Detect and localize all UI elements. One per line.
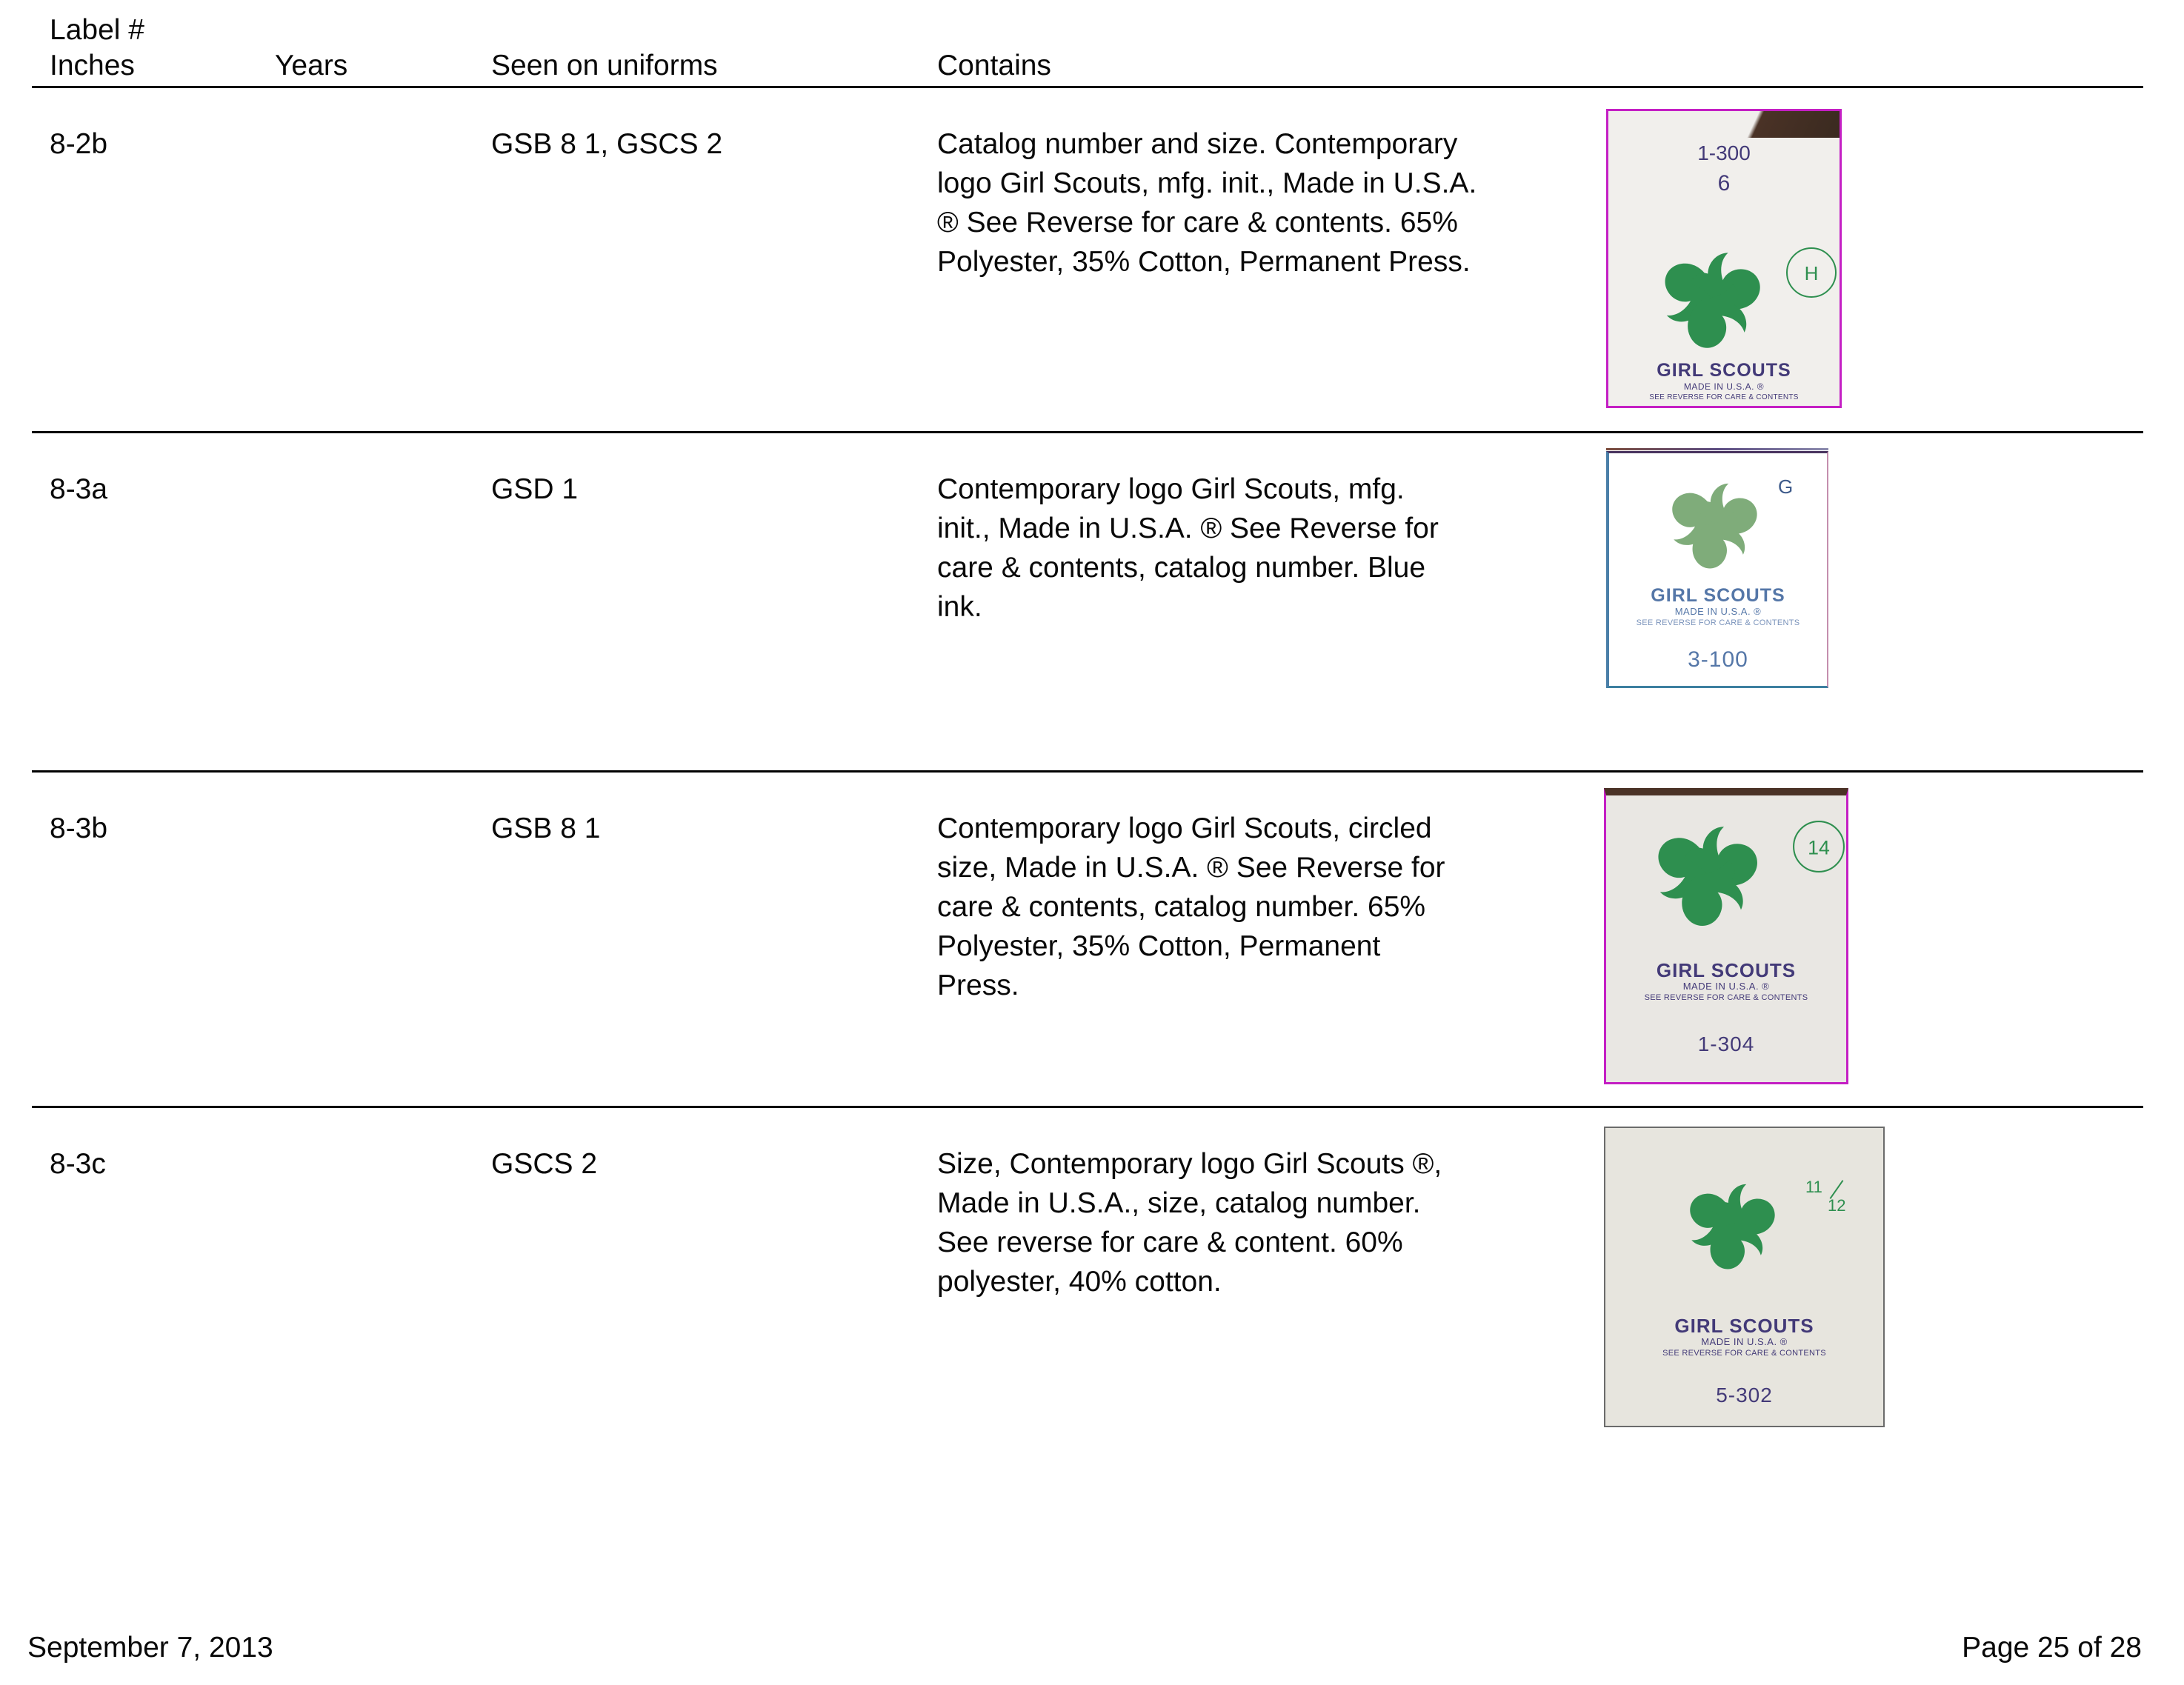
svg-text:14: 14 [1808, 836, 1830, 858]
svg-text:H: H [1805, 262, 1819, 284]
